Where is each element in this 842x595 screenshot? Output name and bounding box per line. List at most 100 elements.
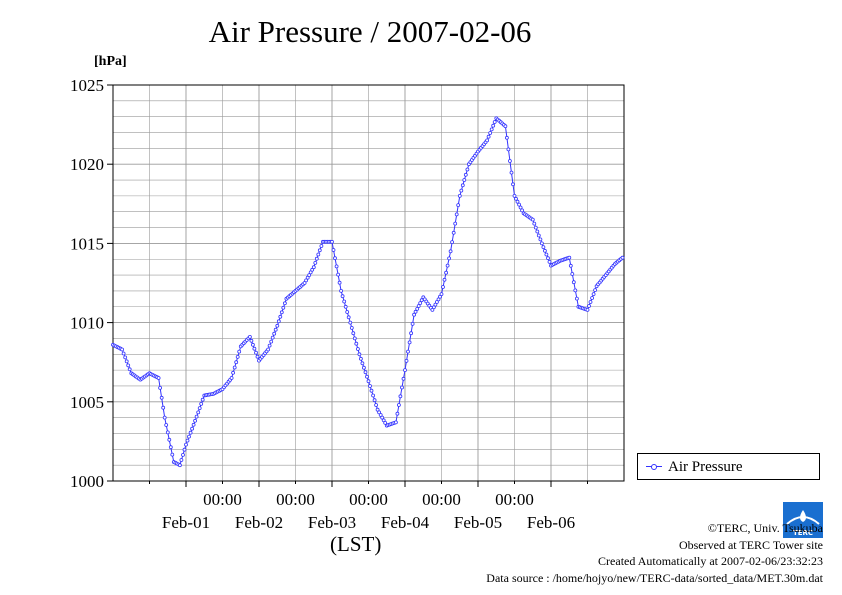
data-point [194,414,199,419]
data-point [279,310,284,315]
data-point [486,134,491,139]
data-point [409,331,414,336]
data-point [547,259,552,264]
data-point [199,401,204,406]
data-point [273,327,278,332]
grid-lines [113,85,624,481]
data-point [395,411,400,416]
data-point [457,193,462,198]
data-point [441,285,445,289]
data-point [530,217,535,222]
data-point [282,301,287,306]
credits-block: ©TERC, Univ. Tsukuba Observed at TERC To… [486,520,823,586]
data-point [164,423,169,427]
data-point [182,447,187,452]
data-point [358,356,363,361]
x-tick-time-label: 00:00 [203,490,242,509]
data-point [404,358,409,363]
data-point [567,255,572,260]
y-axis-unit-label: [hPa] [94,54,127,69]
data-point [398,394,403,399]
x-tick-day-label: Feb-06 [527,513,575,532]
data-point [255,354,260,359]
data-point [319,244,324,248]
data-point [400,385,404,390]
data-point [162,415,167,420]
data-point [254,350,258,355]
data-point [229,376,234,380]
y-tick-label: 1000 [70,472,104,491]
data-point [520,208,524,213]
data-point [281,305,286,310]
data-point [307,273,312,278]
data-point [407,340,412,345]
legend: Air Pressure [637,453,820,480]
data-point [196,410,201,415]
data-point [588,300,593,304]
data-point [346,315,351,320]
data-point [515,199,520,204]
data-point [179,458,184,462]
series-air-pressure [111,116,625,468]
data-point [342,299,347,304]
data-point [330,239,334,244]
data-point [380,415,385,420]
data-point [462,178,467,182]
data-point [314,256,319,261]
data-point [541,245,546,250]
data-point [587,304,591,308]
credit-created: Created Automatically at 2007-02-06/23:3… [598,554,823,568]
data-point [158,385,163,390]
data-point [434,300,439,304]
data-point [188,430,193,435]
data-point [444,270,449,275]
data-point [454,212,459,217]
data-point [304,278,309,283]
data-point [491,123,496,128]
data-point [181,452,185,457]
data-point [348,320,353,325]
data-point [570,272,575,276]
data-point [270,335,275,340]
data-point [512,193,517,198]
data-point [331,248,336,252]
data-point [506,147,511,152]
data-point [365,374,369,379]
data-point [339,288,344,293]
data-point [489,127,494,132]
data-point [377,410,382,415]
data-point [448,249,453,254]
data-point [345,310,350,314]
data-point [168,445,173,450]
data-point [355,347,360,351]
x-tick-time-label: 00:00 [276,490,315,509]
credit-site: Observed at TERC Tower site [678,537,823,552]
data-point [156,376,161,380]
data-point [170,452,175,457]
data-point [126,363,131,368]
data-point [533,225,538,230]
data-point [371,393,376,398]
data-point [383,420,388,425]
data-point [369,388,374,393]
x-axis-ticks: 00:00 00:00 00:00 00:00 00:00 Feb-01 Feb-02 Feb… [149,481,588,532]
x-tick-time-label: 00:00 [349,490,388,509]
data-point [585,307,590,312]
data-point [538,237,543,242]
data-point [620,255,625,260]
data-point [276,319,281,324]
data-point [366,379,371,384]
data-point [413,309,418,314]
data-point [363,370,368,375]
data-point [456,203,461,208]
data-point [269,339,274,344]
data-point [191,422,196,427]
data-point [316,252,321,257]
data-point [517,202,521,207]
data-point [360,361,365,366]
data-point [249,338,254,343]
data-point [393,420,398,425]
data-point [540,241,544,246]
data-point [418,301,423,306]
